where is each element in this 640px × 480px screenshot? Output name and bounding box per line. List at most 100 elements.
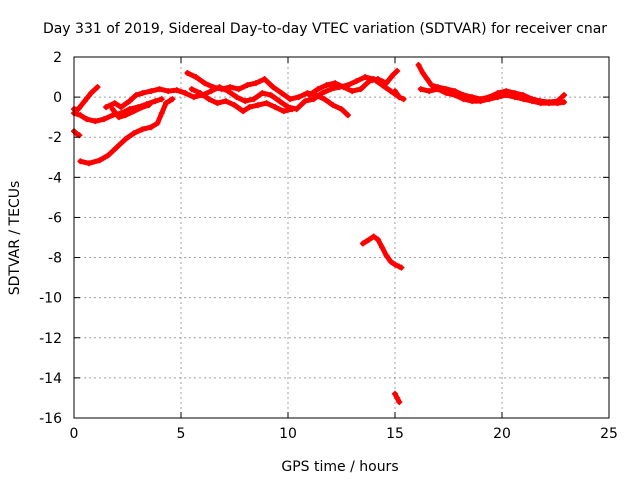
data-point: [263, 100, 270, 107]
data-point: [344, 112, 351, 119]
data-point: [122, 136, 129, 143]
data-point: [379, 244, 386, 251]
data-point: [163, 100, 170, 107]
data-point: [426, 88, 433, 95]
data-point: [109, 106, 116, 113]
data-point: [561, 92, 568, 99]
data-point: [246, 104, 253, 111]
y-tick-label: -16: [39, 411, 62, 427]
data-point: [389, 72, 396, 79]
data-point: [173, 87, 180, 94]
y-tick-label: -2: [48, 130, 62, 146]
data-point: [139, 104, 146, 111]
data-point: [197, 90, 204, 97]
data-point: [469, 98, 476, 105]
data-point: [156, 86, 163, 93]
data-point: [88, 90, 95, 97]
series-s9: [306, 68, 401, 99]
data-point: [83, 116, 90, 123]
data-point: [222, 98, 229, 105]
data-point: [374, 76, 381, 83]
data-point: [321, 96, 328, 103]
data-point: [139, 90, 146, 97]
data-point: [165, 88, 172, 95]
data-point: [158, 96, 165, 103]
data-point: [359, 240, 366, 247]
ticks: [73, 56, 610, 419]
series-line: [418, 86, 567, 106]
data-point: [327, 86, 334, 93]
data-point: [287, 96, 294, 103]
data-point: [417, 86, 424, 93]
data-point: [396, 94, 403, 101]
data-point: [85, 160, 92, 167]
series-line: [360, 234, 404, 271]
data-point: [118, 104, 125, 111]
data-point: [261, 76, 268, 83]
data-point: [366, 236, 373, 243]
data-point: [329, 102, 336, 109]
x-tick-label: 25: [600, 426, 618, 442]
data-point: [306, 92, 313, 99]
data-point: [362, 74, 369, 81]
y-tick-label: -14: [39, 371, 62, 387]
y-tick-label: -10: [39, 291, 62, 307]
data-point: [233, 94, 240, 101]
data-point: [323, 82, 330, 89]
data-point: [259, 90, 266, 97]
data-point: [353, 78, 360, 85]
data-point: [130, 130, 137, 137]
series-s12: [417, 86, 568, 107]
data-point: [546, 100, 553, 107]
data-point: [477, 98, 484, 105]
data-point: [338, 106, 345, 113]
data-point: [100, 116, 107, 123]
data-point: [103, 104, 110, 111]
data-point: [145, 102, 152, 109]
data-point: [537, 100, 544, 107]
series-s8: [188, 86, 296, 115]
series-s4: [77, 96, 176, 167]
data-point: [242, 98, 249, 105]
data-point: [374, 236, 381, 243]
series-s7: [184, 70, 351, 119]
y-tick-label: 0: [53, 90, 62, 106]
data-point: [77, 158, 84, 165]
data-point: [387, 258, 394, 265]
data-point: [396, 398, 403, 405]
data-point: [81, 98, 88, 105]
data-point: [276, 98, 283, 105]
data-point: [244, 82, 251, 89]
data-point: [139, 126, 146, 133]
x-axis-label: GPS time / hours: [281, 459, 398, 475]
data-point: [190, 94, 197, 101]
series-s13: [359, 233, 405, 271]
data-point: [394, 394, 401, 401]
data-point: [528, 98, 535, 105]
data-point: [182, 90, 189, 97]
data-point: [289, 106, 296, 113]
data-point: [255, 102, 262, 109]
data-point: [77, 112, 84, 119]
data-point: [231, 102, 238, 109]
data-point: [115, 114, 122, 121]
data-point: [460, 96, 467, 103]
data-point: [92, 118, 99, 125]
data-point: [419, 70, 426, 77]
data-point: [113, 144, 120, 151]
data-layer: [71, 62, 568, 405]
series-s10: [392, 88, 407, 103]
data-point: [451, 92, 458, 99]
data-point: [349, 88, 356, 95]
data-point: [554, 100, 561, 107]
data-point: [398, 264, 405, 271]
y-tick-label: -8: [48, 251, 62, 267]
y-axis-label: SDTVAR / TECUs: [7, 181, 23, 296]
data-point: [394, 68, 401, 75]
data-point: [434, 86, 441, 93]
data-point: [205, 96, 212, 103]
x-tick-label: 20: [493, 426, 511, 442]
data-point: [370, 233, 377, 240]
